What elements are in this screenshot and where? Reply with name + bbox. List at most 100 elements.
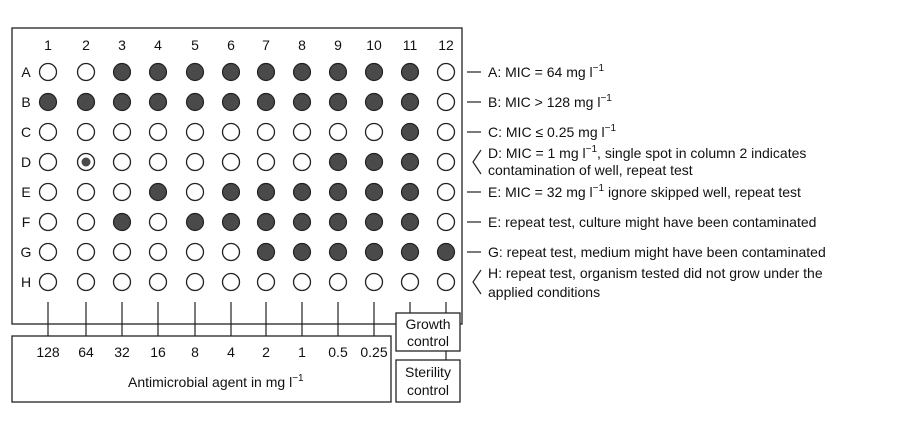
well-B4 [148,92,168,112]
row-label-H: H [21,274,31,290]
well-H3 [112,272,132,292]
well-E3 [112,182,132,202]
concentration-labels: 128 64 32 16 8 4 2 1 0.5 0.25 [36,344,388,360]
well-F1 [38,212,58,232]
annotation-text: G: repeat test, medium might have been c… [488,244,826,260]
well-G10 [364,242,384,262]
well-B6 [221,92,241,112]
well-C4 [148,122,168,142]
well-D3 [112,152,132,172]
well-D5 [185,152,205,172]
row-label-F: F [22,214,31,230]
well-E7 [256,182,276,202]
well-D7 [256,152,276,172]
annotation-text: D: MIC = 1 mg l−1, single spot in column… [488,144,806,161]
concentration-0.5: 0.5 [328,344,348,360]
plate-outline [11,27,463,325]
annotation-text: A: MIC = 64 mg l−1 [488,63,604,80]
well-H7 [256,272,276,292]
well-C5 [185,122,205,142]
well-G9 [328,242,348,262]
column-header-12: 12 [438,37,454,53]
well-F9 [328,212,348,232]
well-F6 [221,212,241,232]
well-F10 [364,212,384,232]
well-A7 [256,62,276,82]
annotation-text: E: MIC = 32 mg l−1 ignore skipped well, … [488,183,801,200]
annotation-text: B: MIC > 128 mg l−1 [488,93,612,110]
well-E8 [292,182,312,202]
well-A12 [436,62,456,82]
well-B7 [256,92,276,112]
well-D6 [221,152,241,172]
annotation-text-2: contamination of well, repeat test [488,162,693,178]
well-C10 [364,122,384,142]
column-header-3: 3 [118,37,126,53]
row-label-D: D [21,154,31,170]
well-A3 [112,62,132,82]
well-E12 [436,182,456,202]
annotation-h: H: repeat test, organism tested did not … [472,265,823,300]
well-B11 [400,92,420,112]
column-header-7: 7 [262,37,270,53]
column-header-4: 4 [154,37,162,53]
column-header-9: 9 [334,37,342,53]
row-label-C: C [21,124,31,140]
concentration-32: 32 [114,344,130,360]
column-header-11: 11 [403,37,418,53]
concentration-16: 16 [150,344,166,360]
row-label-G: G [21,244,32,260]
growth-control-box [395,312,461,352]
annotation-f-2: E: repeat test, culture might have been … [467,214,816,230]
sterility-control-label-2: control [407,382,449,398]
well-G5 [185,242,205,262]
well-E2 [76,182,96,202]
well-F11 [400,212,420,232]
annotation-text-2: applied conditions [488,284,600,300]
well-F7 [256,212,276,232]
well-F2 [76,212,96,232]
column-header-1: 1 [44,37,52,53]
annotation-text: E: repeat test, culture might have been … [488,214,816,230]
well-G1 [38,242,58,262]
well-C6 [221,122,241,142]
well-C9 [328,122,348,142]
well-H6 [221,272,241,292]
well-E4 [148,182,168,202]
well-H12 [436,272,456,292]
column-header-6: 6 [227,37,235,53]
concentration-4: 4 [227,344,235,360]
well-H5 [185,272,205,292]
well-F4 [148,212,168,232]
well-C7 [256,122,276,142]
well-B5 [185,92,205,112]
axis-label: Antimicrobial agent in mg l−1 [128,373,304,390]
annotation-e: E: MIC = 32 mg l−1 ignore skipped well, … [467,183,801,200]
well-H11 [400,272,420,292]
annotation-b: B: MIC > 128 mg l−1 [467,93,612,110]
well-F5 [185,212,205,232]
well-H10 [364,272,384,292]
well-D8 [292,152,312,172]
well-C12 [436,122,456,142]
annotation-text: C: MIC ≤ 0.25 mg l−1 [488,123,616,140]
well-F3 [112,212,132,232]
well-E10 [364,182,384,202]
well-A11 [400,62,420,82]
well-G12 [436,242,456,262]
annotation-text: H: repeat test, organism tested did not … [488,265,823,281]
concentration-2: 2 [262,344,270,360]
well-C8 [292,122,312,142]
annotation-a: A: MIC = 64 mg l−1 [467,63,604,80]
annotation-c: C: MIC ≤ 0.25 mg l−1 [467,123,616,140]
well-D10 [364,152,384,172]
well-A2 [76,62,96,82]
row-label-B: B [21,94,30,110]
column-header-5: 5 [191,37,199,53]
well-B8 [292,92,312,112]
well-C11 [400,122,420,142]
well-D2-spot [81,157,91,167]
well-H4 [148,272,168,292]
